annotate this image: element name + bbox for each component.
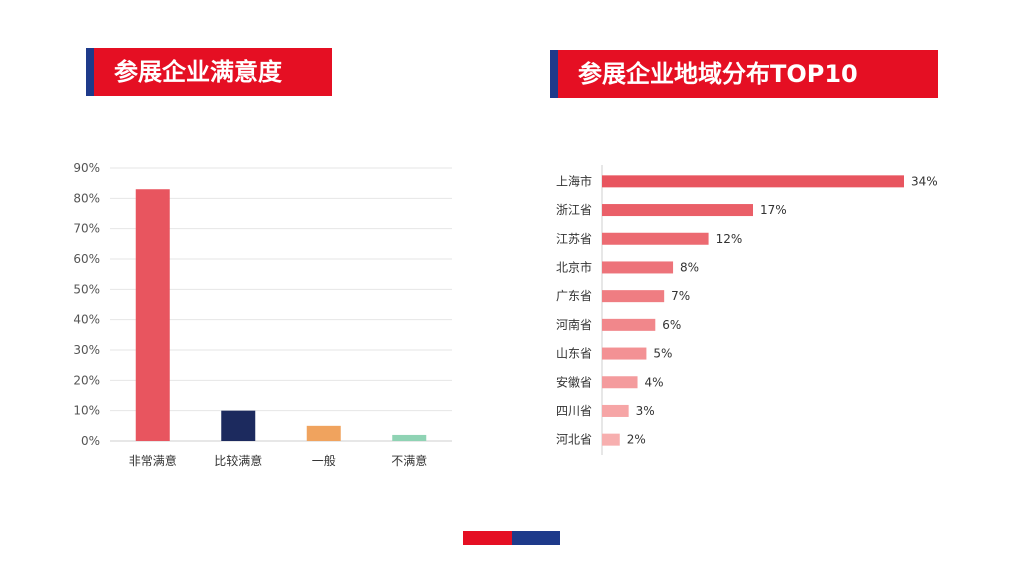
left-title: 参展企业满意度: [114, 58, 282, 86]
category-label: 上海市: [556, 173, 592, 188]
right-title-banner: 参展企业地域分布TOP10: [550, 50, 938, 98]
category-label: 安徽省: [556, 374, 592, 389]
x-category-label: 比较满意: [214, 453, 262, 468]
category-label: 河北省: [556, 433, 592, 447]
data-label: 8%: [680, 260, 699, 274]
footer-blue-bar: [512, 531, 560, 545]
x-category-label: 一般: [312, 453, 336, 468]
data-label: 12%: [716, 232, 743, 246]
left-title-stripe: [86, 48, 94, 96]
x-category-label: 不满意: [391, 453, 427, 468]
data-label: 3%: [636, 404, 655, 418]
data-label: 2%: [627, 433, 646, 447]
satisfaction-bar-chart: 0% 10% 20% 30% 40% 50% 60% 70% 80% 90% 非常满意 比较满意 一般 不…: [73, 161, 452, 468]
y-tick-label: 10%: [73, 404, 100, 418]
y-tick-label: 80%: [73, 191, 100, 205]
bar-3: [602, 261, 674, 274]
y-tick-label: 70%: [73, 222, 100, 236]
region-bar-chart: 上海市 34% 浙江省 17% 江苏省 12% 北京市 8% 广东省 7% 河南省 6% 山东省 5% 安徽…: [556, 165, 938, 455]
category-label: 北京市: [556, 259, 592, 274]
category-label: 四川省: [556, 404, 592, 418]
bar-3: [392, 434, 427, 441]
x-category-label: 非常满意: [129, 453, 177, 468]
category-label: 江苏省: [556, 232, 592, 246]
category-label: 广东省: [556, 289, 592, 303]
data-label: 17%: [760, 203, 787, 217]
y-tick-label: 30%: [73, 343, 100, 357]
bar-9: [602, 433, 620, 446]
category-label: 山东省: [556, 347, 592, 361]
bar-1: [602, 204, 753, 217]
bar-5: [602, 318, 656, 331]
data-label: 4%: [645, 375, 664, 389]
bar-8: [602, 404, 629, 417]
bar-0: [602, 175, 904, 188]
y-tick-label: 90%: [73, 161, 100, 175]
right-title-stripe: [550, 50, 558, 98]
y-tick-label: 20%: [73, 373, 100, 387]
data-label: 7%: [671, 289, 690, 303]
y-tick-label: 60%: [73, 252, 100, 266]
y-tick-label: 50%: [73, 282, 100, 296]
left-title-banner: 参展企业满意度: [86, 48, 332, 96]
y-tick-label: 0%: [81, 434, 100, 448]
bar-1: [221, 410, 256, 441]
data-label: 34%: [911, 174, 938, 188]
bar-0: [135, 189, 170, 441]
y-tick-label: 40%: [73, 313, 100, 327]
bar-7: [602, 376, 638, 389]
bar-4: [602, 290, 665, 303]
data-label: 5%: [653, 347, 672, 361]
data-label: 6%: [662, 318, 681, 332]
bar-6: [602, 347, 647, 360]
right-title: 参展企业地域分布TOP10: [578, 60, 858, 88]
footer-red-bar: [463, 531, 512, 545]
category-label: 浙江省: [556, 203, 592, 217]
bar-2: [306, 425, 341, 441]
bar-2: [602, 232, 709, 245]
category-label: 河南省: [556, 317, 592, 332]
